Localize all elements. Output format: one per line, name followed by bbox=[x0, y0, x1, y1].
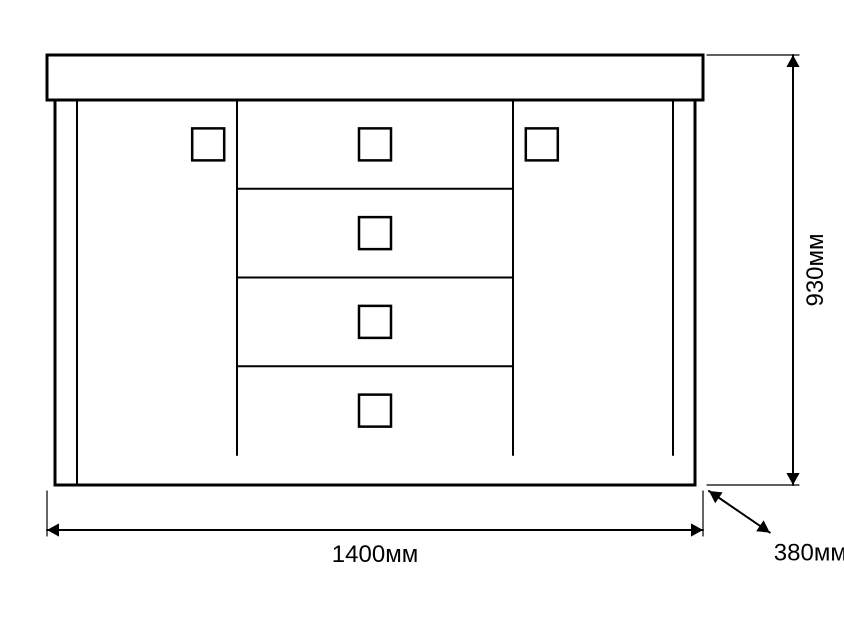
dimension-drawing: 1400мм 930мм 380мм bbox=[0, 0, 844, 629]
width-dimension-label: 1400мм bbox=[332, 541, 418, 568]
height-dimension-label: 930мм bbox=[802, 233, 829, 306]
depth-dimension-label: 380мм bbox=[774, 540, 844, 567]
